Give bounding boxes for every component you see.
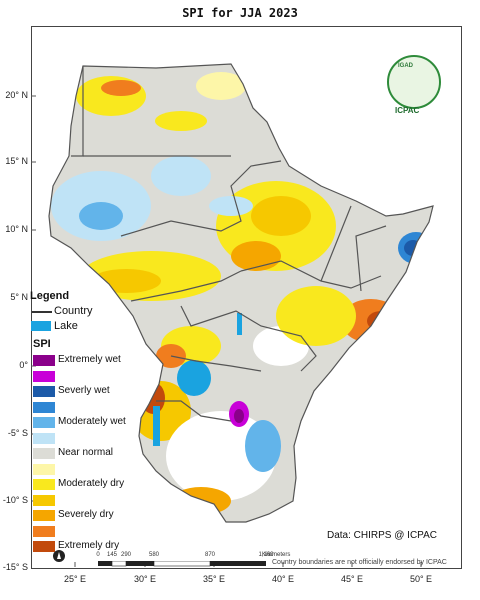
legend-swatch	[33, 355, 55, 366]
legend-swatch	[33, 541, 55, 552]
scale-bar	[98, 561, 266, 567]
lon-label-25e: 25° E	[63, 574, 87, 584]
legend-swatch	[33, 463, 55, 475]
lake-victoria	[177, 360, 211, 396]
lake-turkana	[237, 313, 242, 335]
legend-swatch	[33, 417, 55, 428]
wet-somalia	[398, 232, 433, 264]
legend-swatch	[33, 370, 55, 382]
legend-title: Legend	[30, 290, 70, 302]
lat-label-5s: -5° S	[7, 428, 28, 438]
country-borders	[48, 63, 434, 523]
legend-spi-title: SPI	[33, 338, 51, 350]
scale-tick-label: 290	[120, 552, 132, 558]
severe-dry-south-sudan	[91, 269, 161, 293]
scale-tick-label: 1,160	[258, 552, 274, 558]
scale-tick-label: 0	[96, 552, 100, 558]
scale-tick-label: 870	[204, 552, 216, 558]
lat-label-15s: -15° S	[2, 562, 28, 572]
legend-class-label: Moderately wet	[58, 416, 126, 427]
dry-south-tanzania	[171, 487, 231, 515]
legend-swatch	[33, 432, 55, 444]
legend-swatch	[33, 525, 55, 537]
dry-core-north	[101, 80, 141, 96]
legend-class-label: Extremely wet	[58, 354, 121, 365]
lake-tanganyika	[153, 406, 160, 446]
lat-label-0: 0°	[19, 360, 28, 370]
legend-country-line	[32, 311, 52, 313]
igad-logo-icon	[387, 55, 441, 109]
wet-patch-ethiopia	[209, 196, 253, 216]
lat-label-15n: 15° N	[5, 156, 28, 166]
lat-label-5n: 5° N	[10, 292, 28, 302]
scale-unit: Kilometers	[262, 552, 291, 558]
lat-label-10s: -10° S	[2, 495, 28, 505]
dry-kenya-east	[276, 286, 356, 346]
legend-class-label: Near normal	[58, 447, 114, 458]
wet-patch-sudan	[151, 156, 211, 196]
severe-dry-sw-ethiopia	[231, 241, 281, 271]
dry-patch-egypt	[155, 111, 207, 131]
legend-swatch	[33, 401, 55, 413]
spi-map	[31, 63, 434, 567]
legend-swatch	[33, 510, 55, 521]
legend-swatch	[33, 494, 55, 506]
legend-class-label: Extremely dry	[58, 540, 120, 551]
logo-igad-text: IGAD	[398, 63, 413, 69]
disclaimer-text: Country boundaries are not officially en…	[272, 559, 447, 566]
map-title: SPI for JJA 2023	[182, 6, 298, 20]
wet-core-chad	[79, 202, 123, 230]
legend-country-label: Country	[54, 305, 93, 317]
dry-patch-ne	[196, 72, 246, 100]
legend-class-label: Severly wet	[58, 385, 110, 396]
logo-icpac-text: ICPAC	[395, 106, 420, 115]
extreme-dry-core-somalia	[367, 311, 395, 331]
lon-label-45e: 45° E	[340, 574, 364, 584]
data-credit: Data: CHIRPS @ ICPAC	[327, 530, 437, 541]
lon-label-35e: 35° E	[202, 574, 226, 584]
legend-class-label: Severely dry	[58, 509, 114, 520]
legend-swatch	[33, 448, 55, 459]
legend-swatch	[33, 479, 55, 490]
north-arrow-icon	[53, 550, 65, 562]
extreme-wet-core-tanzania	[234, 409, 244, 423]
lon-label-50e: 50° E	[409, 574, 433, 584]
lat-label-20n: 20° N	[5, 90, 28, 100]
legend-lake-swatch	[31, 321, 51, 331]
lon-label-40e: 40° E	[271, 574, 295, 584]
scale-tick-label: 145	[106, 552, 118, 558]
legend-class-label: Moderately dry	[58, 478, 125, 489]
lat-label-10n: 10° N	[5, 224, 28, 234]
legend-lake-label: Lake	[54, 320, 78, 332]
legend-swatch	[33, 386, 55, 397]
extreme-dry-south	[176, 505, 206, 517]
severe-dry-ethiopia	[251, 196, 311, 236]
lon-label-30e: 30° E	[133, 574, 157, 584]
wet-tanzania-east	[245, 420, 281, 472]
scale-tick-label: 580	[148, 552, 160, 558]
